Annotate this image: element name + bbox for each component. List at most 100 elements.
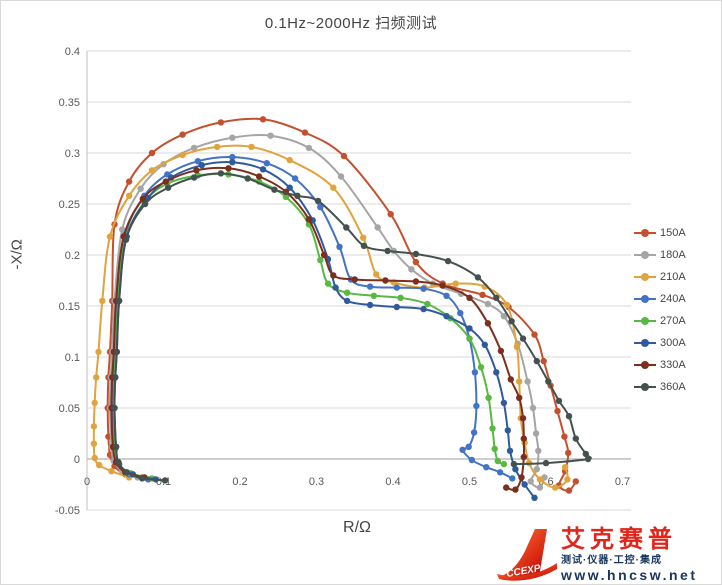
data-point-marker xyxy=(506,447,514,454)
legend-marker xyxy=(634,295,656,303)
x-tick-label: 0 xyxy=(84,476,90,488)
legend-item-210A: 210A xyxy=(634,266,720,288)
legend-dot xyxy=(641,339,649,347)
data-point-marker xyxy=(491,445,498,452)
data-point-marker xyxy=(229,153,236,161)
data-point-marker xyxy=(198,162,205,169)
data-point-marker xyxy=(137,185,144,192)
data-point-marker xyxy=(291,175,299,182)
data-point-marker xyxy=(229,159,236,166)
data-point-marker xyxy=(531,331,538,338)
data-point-marker xyxy=(305,216,313,223)
legend-item-180A: 180A xyxy=(634,244,720,266)
data-point-marker xyxy=(111,404,118,412)
data-point-marker xyxy=(485,394,492,401)
data-point-marker xyxy=(90,423,98,430)
legend-marker xyxy=(634,339,656,347)
data-point-marker xyxy=(489,425,496,432)
data-point-marker xyxy=(194,158,202,165)
brand-a-shape xyxy=(499,529,547,577)
data-point-marker xyxy=(108,468,115,475)
legend-label: 210A xyxy=(660,271,686,283)
data-point-marker xyxy=(536,476,544,483)
data-point-marker xyxy=(217,119,225,126)
data-point-marker xyxy=(112,443,120,450)
data-point-marker xyxy=(115,458,122,466)
data-point-marker xyxy=(459,446,466,453)
data-point-marker xyxy=(513,343,521,350)
data-point-marker xyxy=(113,348,121,356)
data-point-marker xyxy=(564,476,571,483)
data-point-marker xyxy=(294,192,301,199)
data-point-marker xyxy=(503,301,511,309)
x-tick-label: 0.3 xyxy=(309,476,324,488)
data-point-marker xyxy=(494,457,501,465)
legend-dot xyxy=(641,361,649,369)
y-tick-label: 0.25 xyxy=(59,199,80,211)
data-point-marker xyxy=(468,456,475,464)
series-210A xyxy=(90,143,571,491)
legend-item-270A: 270A xyxy=(634,310,720,332)
data-point-marker xyxy=(343,297,351,305)
data-point-marker xyxy=(582,450,589,458)
data-point-marker xyxy=(496,469,504,476)
data-point-marker xyxy=(565,449,572,457)
data-point-marker xyxy=(263,160,270,167)
data-point-marker xyxy=(330,272,337,279)
data-point-marker xyxy=(545,378,552,385)
legend-dot xyxy=(641,317,649,325)
x-tick-label: 0.2 xyxy=(232,476,247,488)
data-point-marker xyxy=(317,256,324,264)
data-point-marker xyxy=(536,484,544,491)
data-point-marker xyxy=(122,236,130,243)
data-point-marker xyxy=(500,313,508,320)
brand-name: 艾克赛普 xyxy=(561,526,677,553)
data-point-marker xyxy=(148,167,156,174)
data-point-marker xyxy=(267,132,274,139)
data-point-marker xyxy=(572,478,579,485)
data-point-marker xyxy=(420,285,427,292)
legend-label: 270A xyxy=(660,315,686,327)
data-point-marker xyxy=(531,494,538,501)
data-point-marker xyxy=(565,487,573,494)
data-point-marker xyxy=(382,277,389,284)
data-point-marker xyxy=(552,484,559,491)
y-tick-label: 0.35 xyxy=(59,97,80,109)
y-tick-label: 0.3 xyxy=(65,148,80,160)
data-point-marker xyxy=(301,129,309,136)
legend-marker xyxy=(634,383,656,391)
data-point-marker xyxy=(452,280,459,287)
data-point-marker xyxy=(330,184,337,191)
data-point-marker xyxy=(115,297,123,305)
data-point-marker xyxy=(408,266,415,273)
series-360A xyxy=(111,170,592,484)
y-tick-label: 0 xyxy=(74,454,80,466)
legend-label: 180A xyxy=(660,249,686,261)
legend-marker xyxy=(634,273,656,281)
data-point-marker xyxy=(533,357,540,365)
data-point-marker xyxy=(360,234,367,241)
data-point-marker xyxy=(314,197,322,205)
legend: 150A 180A 210A 240A 270A 300A 330A 360A xyxy=(634,222,720,398)
data-point-marker xyxy=(343,289,351,296)
data-point-marker xyxy=(519,335,527,342)
data-point-marker xyxy=(93,374,100,381)
data-point-marker xyxy=(516,378,523,385)
data-point-marker xyxy=(91,454,98,462)
legend-label: 330A xyxy=(660,359,686,371)
data-point-marker xyxy=(466,294,473,301)
data-point-marker xyxy=(474,274,482,281)
data-point-marker xyxy=(244,175,251,182)
data-point-marker xyxy=(161,477,169,484)
series-line xyxy=(92,144,569,489)
data-point-marker xyxy=(471,369,479,376)
data-point-marker xyxy=(351,276,358,283)
data-point-marker xyxy=(337,173,345,180)
data-point-marker xyxy=(493,294,500,301)
legend-item-360A: 360A xyxy=(634,376,720,398)
legend-marker xyxy=(634,317,656,325)
data-point-marker xyxy=(259,166,267,173)
data-point-marker xyxy=(470,429,478,436)
legend-item-300A: 300A xyxy=(634,332,720,354)
